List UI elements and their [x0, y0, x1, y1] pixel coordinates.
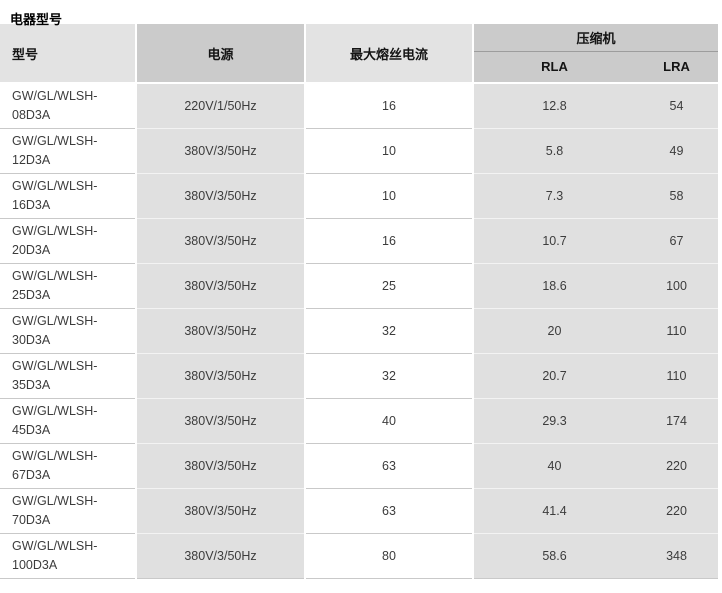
cell-fuse: 16 [304, 82, 473, 128]
cell-model: GW/GL/WLSH- 67D3A [0, 442, 136, 488]
column-header-rla: RLA [472, 51, 635, 83]
table-row: GW/GL/WLSH- 35D3A 380V/3/50Hz 32 20.7 11… [0, 352, 719, 398]
table-row: GW/GL/WLSH- 70D3A 380V/3/50Hz 63 41.4 22… [0, 487, 719, 533]
cell-rla: 18.6 [472, 262, 635, 308]
cell-power: 380V/3/50Hz [135, 307, 305, 353]
cell-lra: 54 [635, 82, 719, 128]
cell-lra: 100 [635, 262, 719, 308]
cell-fuse: 32 [304, 307, 473, 353]
column-group-header-compressor: 压缩机 [471, 24, 719, 52]
cell-fuse: 10 [304, 172, 473, 218]
cell-lra: 220 [635, 487, 719, 533]
cell-rla: 20 [472, 307, 635, 353]
cell-model: GW/GL/WLSH- 100D3A [0, 532, 136, 579]
table-header: 型号 电源 最大熔丝电流 压缩机 RLA LRA [0, 24, 719, 83]
cell-model: GW/GL/WLSH- 70D3A [0, 487, 136, 533]
cell-fuse: 25 [304, 262, 473, 308]
cell-lra: 110 [635, 352, 719, 398]
cell-lra: 58 [635, 172, 719, 218]
column-header-power: 电源 [135, 24, 305, 83]
cell-power: 380V/3/50Hz [135, 487, 305, 533]
table-row: GW/GL/WLSH- 08D3A 220V/1/50Hz 16 12.8 54 [0, 82, 719, 128]
cell-lra: 348 [635, 532, 719, 579]
cell-fuse: 32 [304, 352, 473, 398]
cell-power: 380V/3/50Hz [135, 397, 305, 443]
page-title: 电器型号 [10, 12, 63, 27]
cell-lra: 67 [635, 217, 719, 263]
cell-model: GW/GL/WLSH- 25D3A [0, 262, 136, 308]
cell-power: 380V/3/50Hz [135, 217, 305, 263]
column-header-model: 型号 [0, 24, 136, 83]
column-header-fuse: 最大熔丝电流 [304, 24, 473, 83]
cell-fuse: 80 [304, 532, 473, 579]
cell-lra: 49 [635, 127, 719, 173]
cell-model: GW/GL/WLSH- 30D3A [0, 307, 136, 353]
cell-power: 380V/3/50Hz [135, 352, 305, 398]
cell-lra: 220 [635, 442, 719, 488]
table-row: GW/GL/WLSH- 16D3A 380V/3/50Hz 10 7.3 58 [0, 172, 719, 218]
cell-power: 380V/3/50Hz [135, 262, 305, 308]
cell-rla: 12.8 [472, 82, 635, 128]
cell-fuse: 40 [304, 397, 473, 443]
cell-lra: 174 [635, 397, 719, 443]
cell-power: 380V/3/50Hz [135, 532, 305, 579]
table-row: GW/GL/WLSH- 25D3A 380V/3/50Hz 25 18.6 10… [0, 262, 719, 308]
cell-fuse: 63 [304, 442, 473, 488]
cell-model: GW/GL/WLSH- 45D3A [0, 397, 136, 443]
header-row-sub: RLA LRA [0, 51, 719, 83]
table-row: GW/GL/WLSH- 12D3A 380V/3/50Hz 10 5.8 49 [0, 127, 719, 173]
cell-rla: 5.8 [472, 127, 635, 173]
table-row: GW/GL/WLSH- 20D3A 380V/3/50Hz 16 10.7 67 [0, 217, 719, 263]
cell-model: GW/GL/WLSH- 08D3A [0, 82, 136, 128]
table-body: GW/GL/WLSH- 08D3A 220V/1/50Hz 16 12.8 54… [0, 82, 719, 579]
cell-rla: 7.3 [472, 172, 635, 218]
cell-lra: 110 [635, 307, 719, 353]
cell-rla: 58.6 [472, 532, 635, 579]
cell-rla: 10.7 [472, 217, 635, 263]
table-row: GW/GL/WLSH- 30D3A 380V/3/50Hz 32 20 110 [0, 307, 719, 353]
cell-fuse: 16 [304, 217, 473, 263]
cell-rla: 29.3 [472, 397, 635, 443]
cell-model: GW/GL/WLSH- 12D3A [0, 127, 136, 173]
cell-power: 220V/1/50Hz [135, 82, 305, 128]
header-row-top: 型号 电源 最大熔丝电流 压缩机 [0, 24, 719, 83]
cell-rla: 20.7 [472, 352, 635, 398]
cell-model: GW/GL/WLSH- 35D3A [0, 352, 136, 398]
cell-rla: 40 [472, 442, 635, 488]
cell-fuse: 63 [304, 487, 473, 533]
column-header-lra: LRA [635, 51, 719, 83]
cell-model: GW/GL/WLSH- 20D3A [0, 217, 136, 263]
cell-model: GW/GL/WLSH- 16D3A [0, 172, 136, 218]
table-row: GW/GL/WLSH- 100D3A 380V/3/50Hz 80 58.6 3… [0, 532, 719, 579]
cell-fuse: 10 [304, 127, 473, 173]
cell-rla: 41.4 [472, 487, 635, 533]
cell-power: 380V/3/50Hz [135, 442, 305, 488]
cell-power: 380V/3/50Hz [135, 127, 305, 173]
cell-power: 380V/3/50Hz [135, 172, 305, 218]
table-row: GW/GL/WLSH- 67D3A 380V/3/50Hz 63 40 220 [0, 442, 719, 488]
spec-table: 型号 电源 最大熔丝电流 压缩机 RLA LRA GW/GL/WLSH- 08D… [0, 24, 719, 579]
table-row: GW/GL/WLSH- 45D3A 380V/3/50Hz 40 29.3 17… [0, 397, 719, 443]
